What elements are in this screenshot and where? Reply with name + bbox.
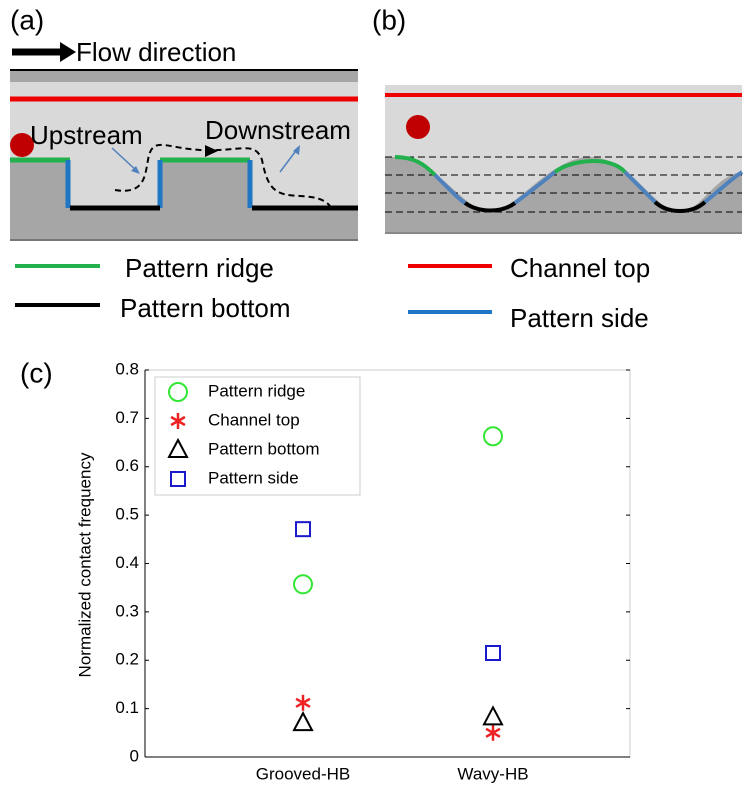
asterisk-stroke <box>295 697 311 708</box>
flow-arrow <box>12 42 76 62</box>
legend-label: Channel top <box>510 253 650 283</box>
legend-label: Pattern bottom <box>120 293 291 323</box>
point <box>485 724 501 741</box>
channel-a <box>10 69 358 241</box>
downstream-label: Downstream <box>205 115 351 145</box>
point <box>483 426 503 447</box>
legend-box <box>154 376 361 496</box>
legend-marker <box>168 382 188 402</box>
panel-label: (a) <box>10 4 44 35</box>
y-tick-label: 0.8 <box>115 359 139 378</box>
legend-label: Pattern side <box>208 468 299 487</box>
point <box>295 694 311 711</box>
asterisk-stroke <box>485 727 501 738</box>
point <box>292 711 314 732</box>
y-tick-label: 0 <box>130 746 139 765</box>
channel-b <box>385 85 744 234</box>
y-tick-label: 0.6 <box>115 456 139 475</box>
legend-label: Pattern ridge <box>125 253 274 283</box>
legend-label: Pattern ridge <box>208 381 305 400</box>
y-tick-label: 0.2 <box>115 650 139 669</box>
flow-label: Flow direction <box>76 37 236 67</box>
point <box>295 521 311 538</box>
y-tick-label: 0.5 <box>115 505 139 524</box>
y-tick-label: 0.4 <box>115 553 139 572</box>
x-tick-label: Wavy-HB <box>457 764 528 783</box>
legend-marker <box>167 437 189 458</box>
y-tick-label: 0.3 <box>115 601 139 620</box>
panel-label: (b) <box>372 4 406 35</box>
legend-label: Channel top <box>208 410 300 429</box>
upstream-label: Upstream <box>30 120 143 150</box>
y-tick-label: 0.7 <box>115 408 139 427</box>
point <box>485 644 501 661</box>
legend-label: Pattern side <box>510 303 649 333</box>
point <box>293 574 313 595</box>
asterisk-stroke <box>170 415 186 427</box>
y-tick-label: 0.1 <box>115 698 139 717</box>
x-tick-label: Grooved-HB <box>256 764 350 783</box>
legend-label: Pattern bottom <box>208 439 320 458</box>
legend-marker <box>170 413 186 429</box>
legend-marker <box>170 471 186 487</box>
panel-label: (c) <box>20 357 53 388</box>
y-axis-label: Normalized contact frequency <box>75 452 94 677</box>
point <box>482 705 504 726</box>
